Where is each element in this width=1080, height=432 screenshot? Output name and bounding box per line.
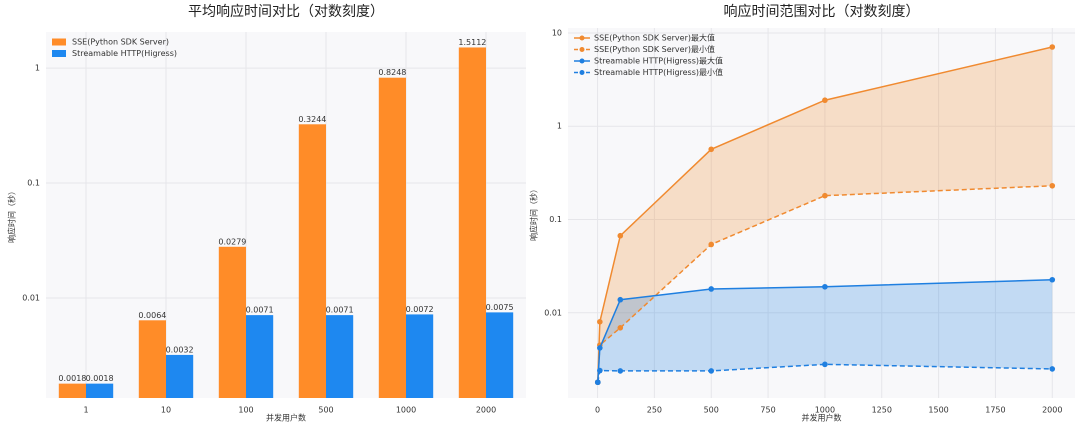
point — [708, 146, 715, 153]
legend-label: Streamable HTTP(Higress) — [72, 49, 177, 58]
point — [594, 379, 601, 386]
point — [708, 241, 715, 248]
y-axis-label: 响应时间（秒） — [7, 187, 17, 243]
point — [617, 232, 624, 239]
chart-title: 响应时间范围对比（对数刻度） — [724, 3, 920, 20]
x-axis-label: 并发用户数 — [802, 413, 842, 423]
point — [617, 296, 624, 303]
legend-label: Streamable HTTP(Higress)最小值 — [594, 67, 723, 77]
data-label: 0.0018 — [86, 374, 114, 383]
y-tick-label: 0.01 — [22, 294, 40, 303]
bar — [326, 315, 354, 398]
y-tick-label: 1 — [557, 122, 562, 131]
range-band — [597, 46, 1053, 383]
bar — [166, 354, 194, 398]
point — [708, 286, 715, 292]
x-tick-label: 1750 — [985, 406, 1005, 415]
data-label: 0.0071 — [246, 306, 274, 315]
line — [597, 278, 1053, 383]
point — [822, 361, 828, 368]
line — [597, 185, 1053, 383]
point — [708, 368, 715, 374]
data-label: 0.0018 — [58, 374, 86, 383]
chart-title: 平均响应时间对比（对数刻度） — [188, 3, 384, 20]
data-label: 0.0064 — [138, 311, 166, 320]
bar — [486, 312, 514, 398]
point — [597, 367, 603, 374]
point — [822, 192, 828, 199]
x-tick-label: 750 — [760, 406, 775, 415]
x-tick-label: 2000 — [476, 406, 496, 415]
y-tick-label: 1 — [35, 64, 40, 73]
legend-marker — [579, 47, 585, 52]
y-axis-label: 响应时间（秒） — [529, 185, 539, 241]
plot-area — [46, 32, 526, 398]
data-label: 0.0279 — [218, 237, 246, 246]
legend-swatch — [52, 38, 66, 46]
point — [597, 319, 603, 325]
point — [1049, 182, 1056, 189]
x-tick-label: 1 — [83, 406, 88, 415]
x-tick-label: 0 — [595, 406, 600, 415]
bar — [138, 320, 166, 398]
data-label: 0.0072 — [406, 305, 434, 314]
x-tick-label: 1250 — [872, 406, 892, 415]
y-tick-label: 10 — [552, 28, 562, 37]
point — [822, 283, 828, 290]
legend-label: SSE(Python SDK Server)最大值 — [594, 33, 715, 43]
y-tick-label: 0.01 — [544, 308, 562, 317]
line — [597, 46, 1053, 383]
x-tick-label: 1000 — [396, 406, 416, 415]
data-label: 1.5112 — [458, 38, 486, 47]
legend-swatch — [52, 50, 66, 57]
plot-area — [568, 28, 1075, 398]
legend-marker — [579, 70, 585, 75]
point — [597, 345, 603, 351]
data-label: 0.0071 — [326, 306, 354, 315]
point — [1049, 276, 1056, 283]
legend-marker — [579, 58, 585, 64]
point — [1049, 366, 1056, 372]
point — [1049, 44, 1056, 50]
legend-label: SSE(Python SDK Server) — [72, 38, 169, 47]
point — [617, 325, 624, 331]
bar — [58, 383, 86, 398]
y-tick-label: 0.1 — [549, 215, 562, 224]
x-axis-label: 并发用户数 — [266, 413, 306, 423]
data-label: 0.3244 — [298, 115, 326, 124]
bar — [246, 315, 274, 398]
x-tick-label: 100 — [238, 406, 253, 415]
y-tick-label: 0.1 — [27, 179, 40, 188]
x-tick-label: 2000 — [1042, 406, 1062, 415]
data-label: 0.8248 — [378, 68, 406, 77]
x-tick-label: 1000 — [815, 406, 835, 415]
x-tick-label: 10 — [161, 406, 171, 415]
bar — [406, 314, 434, 398]
legend-marker — [579, 35, 585, 41]
bar — [378, 77, 406, 398]
legend-label: SSE(Python SDK Server)最小值 — [594, 44, 715, 54]
bar — [218, 246, 246, 398]
x-tick-label: 250 — [647, 406, 662, 415]
x-tick-label: 500 — [704, 406, 719, 415]
data-label: 0.0075 — [486, 303, 514, 312]
data-label: 0.0032 — [166, 345, 194, 354]
legend-label: Streamable HTTP(Higress)最大值 — [594, 56, 723, 66]
bar — [458, 47, 486, 399]
x-tick-label: 500 — [318, 406, 333, 415]
bar — [86, 383, 114, 398]
point — [822, 97, 828, 104]
bar — [298, 124, 326, 399]
x-tick-label: 1500 — [928, 406, 948, 415]
range-band — [597, 279, 1053, 383]
point — [617, 368, 624, 374]
